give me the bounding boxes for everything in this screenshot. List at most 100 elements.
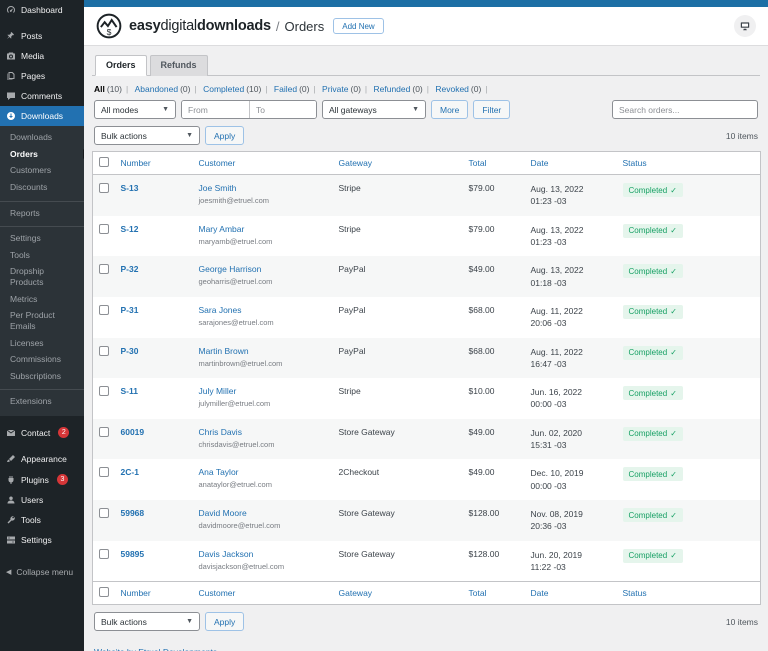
tab-refunds[interactable]: Refunds [149, 55, 208, 76]
status-filter-link[interactable]: Completed (10) [203, 84, 271, 94]
sidebar-item-users[interactable]: Users [0, 490, 84, 510]
more-button[interactable]: More [431, 100, 469, 119]
sidebar-item-contact[interactable]: Contact 2 [0, 422, 84, 443]
column-header-date[interactable]: Date [524, 581, 617, 605]
status-filter-link[interactable]: Refunded (0) [374, 84, 433, 94]
submenu-item[interactable]: Customers [0, 162, 84, 179]
submenu-item[interactable]: Commissions [0, 351, 84, 368]
sidebar-item-tools[interactable]: Tools [0, 510, 84, 530]
submenu-item[interactable]: Settings [0, 226, 84, 247]
bulk-actions-select[interactable]: Bulk actions ▼ [94, 612, 200, 632]
row-checkbox[interactable] [99, 304, 109, 315]
column-header-gateway[interactable]: Gateway [332, 151, 463, 175]
sidebar-item-comments[interactable]: Comments [0, 86, 84, 106]
submenu-item[interactable]: Discounts [0, 179, 84, 196]
submenu-item[interactable]: Reports [0, 200, 84, 222]
customer-link[interactable]: Ana Taylor [198, 467, 239, 478]
screen-options-button[interactable] [734, 15, 756, 37]
sidebar-item-pages[interactable]: Pages [0, 66, 84, 86]
submenu-item[interactable]: Tools [0, 247, 84, 264]
submenu-item[interactable]: Extensions [0, 389, 84, 410]
status-filter-link[interactable]: Revoked (0) [435, 84, 491, 94]
column-header-status[interactable]: Status [616, 581, 761, 605]
column-header-number[interactable]: Number [114, 151, 193, 175]
row-checkbox[interactable] [99, 345, 109, 356]
sidebar-item-downloads[interactable]: Downloads [0, 106, 84, 126]
submenu-label: Licenses [10, 337, 44, 348]
order-number-link[interactable]: P-32 [120, 264, 139, 275]
order-number-link[interactable]: S-12 [120, 223, 139, 234]
order-number-link[interactable]: 59968 [120, 508, 145, 518]
sidebar-item-posts[interactable]: Posts [0, 26, 84, 46]
column-header-status[interactable]: Status [616, 151, 761, 175]
customer-link[interactable]: Mary Ambar [198, 223, 245, 234]
sidebar-label: Appearance [21, 454, 67, 464]
sidebar-item-settings[interactable]: Settings [0, 530, 84, 550]
column-header-gateway[interactable]: Gateway [332, 581, 463, 605]
customer-link[interactable]: David Moore [198, 508, 247, 518]
sidebar-label: Users [21, 495, 44, 505]
row-checkbox[interactable] [99, 548, 109, 559]
submenu-item[interactable]: Per Product Emails [0, 307, 84, 334]
customer-link[interactable]: Joe Smith [198, 183, 237, 193]
order-number-link[interactable]: 59895 [120, 548, 145, 559]
row-checkbox[interactable] [99, 467, 109, 478]
status-filter-link[interactable]: All (10) [94, 84, 132, 94]
column-header-total[interactable]: Total [462, 581, 525, 605]
credit-link[interactable]: Website by Etruel Developments [94, 647, 217, 651]
select-all-checkbox[interactable] [99, 587, 109, 598]
sidebar-item-dashboard[interactable]: Dashboard [0, 0, 84, 20]
order-number-link[interactable]: S-11 [120, 386, 139, 397]
submenu-item[interactable]: Dropship Products [0, 263, 84, 290]
status-label: Completed [628, 510, 668, 520]
submenu-item[interactable]: Downloads [0, 129, 84, 146]
order-number-link[interactable]: 2C-1 [120, 467, 139, 478]
gateway-select[interactable]: All gateways ▼ [322, 100, 426, 119]
search-input[interactable] [612, 100, 758, 119]
order-number-link[interactable]: S-13 [120, 183, 139, 193]
add-new-button[interactable]: Add New [333, 18, 384, 34]
customer-link[interactable]: July Miller [198, 386, 237, 397]
row-checkbox[interactable] [99, 223, 109, 234]
filter-button[interactable]: Filter [473, 100, 511, 119]
column-header-date[interactable]: Date [524, 151, 617, 175]
bulk-actions-select[interactable]: Bulk actions ▼ [94, 126, 200, 145]
date-to-input[interactable] [249, 101, 316, 118]
apply-button[interactable]: Apply [205, 612, 245, 632]
select-all-checkbox[interactable] [99, 157, 109, 167]
submenu-item[interactable]: Licenses [0, 335, 84, 352]
order-number-link[interactable]: P-31 [120, 304, 139, 315]
customer-link[interactable]: Davis Jackson [198, 548, 254, 559]
order-number-link[interactable]: 60019 [120, 426, 145, 437]
mode-select[interactable]: All modes ▼ [94, 100, 176, 119]
column-header-number[interactable]: Number [114, 581, 193, 605]
status-filter-link[interactable]: Abandoned (0) [135, 84, 201, 94]
customer-link[interactable]: Martin Brown [198, 345, 249, 356]
sidebar-label: Plugins [21, 474, 49, 485]
tab-orders[interactable]: Orders [95, 55, 147, 76]
row-checkbox[interactable] [99, 386, 109, 397]
column-header-customer[interactable]: Customer [192, 581, 333, 605]
row-checkbox[interactable] [99, 426, 109, 437]
collapse-menu-button[interactable]: ◀ Collapse menu [0, 562, 84, 582]
customer-link[interactable]: George Harrison [198, 264, 262, 275]
row-checkbox[interactable] [99, 508, 109, 518]
sidebar-item-appearance[interactable]: Appearance [0, 449, 84, 469]
column-header-customer[interactable]: Customer [192, 151, 333, 175]
customer-link[interactable]: Chris Davis [198, 426, 242, 437]
apply-button[interactable]: Apply [205, 126, 245, 145]
order-number-link[interactable]: P-30 [120, 345, 139, 356]
row-checkbox[interactable] [99, 264, 109, 275]
status-filter-link[interactable]: Private (0) [322, 84, 371, 94]
submenu-item[interactable]: Metrics [0, 291, 84, 308]
sidebar-item-media[interactable]: Media [0, 46, 84, 66]
sidebar-item-plugins[interactable]: Plugins 3 [0, 469, 84, 490]
column-header-total[interactable]: Total [462, 151, 525, 175]
date-from-input[interactable] [182, 101, 249, 118]
customer-link[interactable]: Sara Jones [198, 304, 242, 315]
submenu-item[interactable]: Orders [0, 146, 84, 163]
status-filter-count: (0) [350, 84, 361, 94]
row-checkbox[interactable] [99, 183, 109, 193]
status-filter-link[interactable]: Failed (0) [274, 84, 320, 94]
submenu-item[interactable]: Subscriptions [0, 368, 84, 385]
